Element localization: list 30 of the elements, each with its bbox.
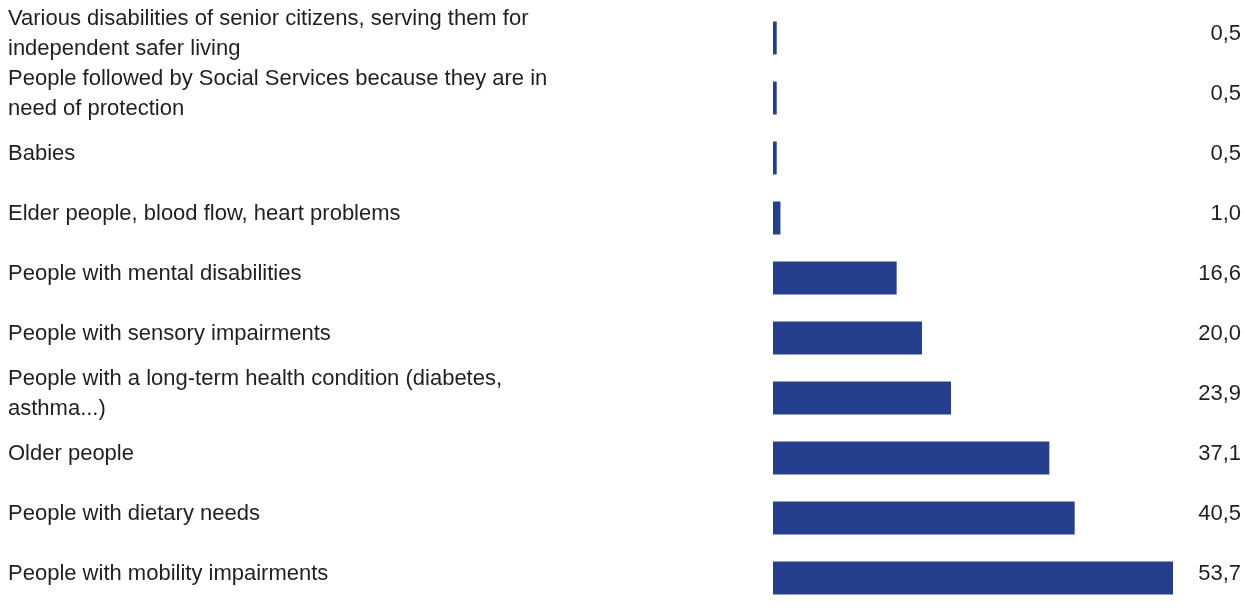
y-tick-label: People with mental disabilities (8, 260, 302, 286)
bar (773, 441, 1050, 475)
y-tick-label: People with mobility impairments (8, 560, 329, 586)
bar (773, 381, 952, 415)
data-label: 40,5 (1198, 500, 1241, 526)
bar (773, 21, 777, 55)
data-label: 20,0 (1198, 320, 1241, 346)
bar (773, 261, 897, 295)
bar (773, 321, 922, 355)
data-label: 0,5 (1210, 80, 1241, 106)
data-label: 16,6 (1198, 260, 1241, 286)
data-label: 23,9 (1198, 380, 1241, 406)
data-label: 0,5 (1210, 140, 1241, 166)
bar (773, 81, 777, 115)
y-tick-label: People with a long-term health condition (diabetes, asthma...) (8, 365, 503, 421)
bar (773, 501, 1075, 535)
y-tick-label: Various disabilities of senior citizens, serving them for independent safer living (8, 5, 529, 61)
y-tick-label: People with sensory impairments (8, 320, 331, 346)
y-tick-label: Elder people, blood flow, heart problems (8, 200, 401, 226)
bar (773, 141, 777, 175)
y-tick-label: People with dietary needs (8, 500, 260, 526)
data-label: 37,1 (1198, 440, 1241, 466)
data-label: 53,7 (1198, 560, 1241, 586)
bar (773, 561, 1173, 595)
data-label: 1,0 (1210, 200, 1241, 226)
data-label: 0,5 (1210, 20, 1241, 46)
y-tick-label: People followed by Social Services because they are in need of protection (8, 65, 548, 121)
y-tick-label: Babies (8, 140, 76, 166)
y-tick-label: Older people (8, 440, 134, 466)
bar (773, 201, 781, 235)
